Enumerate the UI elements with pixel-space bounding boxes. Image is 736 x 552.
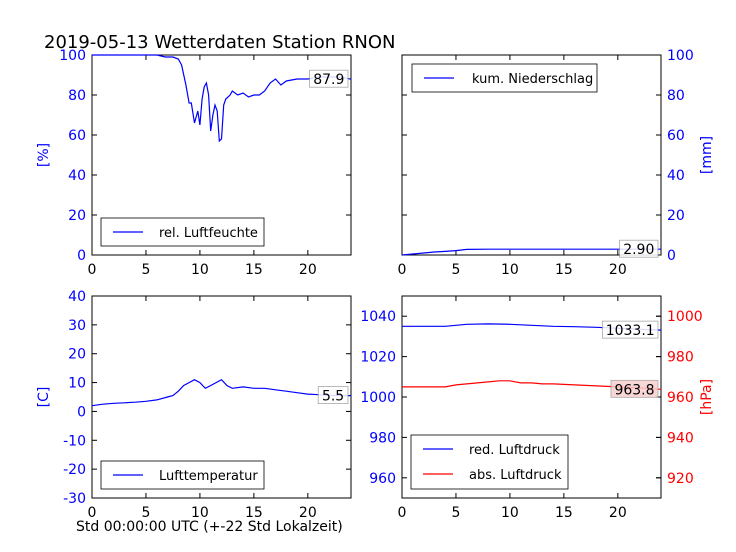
y-axis-label-pressure: [hPa] <box>699 379 715 415</box>
y-tick-label-pressure: 980 <box>369 430 396 446</box>
x-tick-label-humidity: 0 <box>88 262 97 278</box>
y-right-tick-label-pressure: 920 <box>667 471 694 487</box>
series-line-humidity-0 <box>92 54 352 143</box>
y-tick-label-precipitation: 80 <box>667 88 685 104</box>
x-tick-label-humidity: 20 <box>299 262 317 278</box>
axes-frame-temperature <box>91 295 352 499</box>
annotation-box-temperature-0 <box>317 386 349 404</box>
series-line-pressure-1 <box>402 380 662 390</box>
x-tick-label-precipitation: 15 <box>555 262 573 278</box>
y-tick-label-temperature: 20 <box>68 347 86 363</box>
annotation-text-pressure-0: 1033.1 <box>606 323 655 339</box>
x-tick-label-pressure: 10 <box>501 505 519 521</box>
x-tick-label-temperature: 15 <box>245 505 263 521</box>
annotation-text-pressure-1: 963.8 <box>614 382 654 398</box>
y-tick-label-temperature: -20 <box>63 462 86 478</box>
legend-box-pressure <box>410 434 569 490</box>
legend-label-temperature-0: Lufttemperatur <box>159 469 258 484</box>
panel-pressure: 0 5 10 15 20 960 980 1000 1020 1040 920 940 960 980 10… <box>360 295 715 521</box>
y-tick-label-humidity: 60 <box>68 128 86 144</box>
axes-frame-precipitation <box>401 54 662 256</box>
annotation-box-pressure-1 <box>610 379 659 398</box>
x-tick-label-pressure: 5 <box>451 505 460 521</box>
y-right-tick-label-pressure: 960 <box>667 390 694 406</box>
y-tick-label-precipitation: 100 <box>667 48 694 64</box>
x-tick-label-humidity: 5 <box>141 262 150 278</box>
y-tick-label-precipitation: 0 <box>667 248 676 264</box>
x-tick-label-precipitation: 20 <box>609 262 627 278</box>
series-line-precipitation-0 <box>401 248 661 256</box>
y-tick-label-temperature: -30 <box>63 491 86 507</box>
x-tick-label-temperature: 10 <box>191 505 209 521</box>
x-tick-label-temperature: 5 <box>141 505 150 521</box>
legend-label-pressure-0: red. Luftdruck <box>469 443 560 458</box>
y-tick-label-pressure: 960 <box>369 471 396 487</box>
x-tick-label-pressure: 15 <box>555 505 573 521</box>
y-tick-label-temperature: 0 <box>77 404 86 420</box>
x-tick-label-temperature: 20 <box>299 505 317 521</box>
x-tick-label-precipitation: 5 <box>451 262 460 278</box>
y-right-tick-label-pressure: 1000 <box>667 309 703 325</box>
y-tick-label-precipitation: 40 <box>667 168 685 184</box>
x-tick-label-temperature: 0 <box>88 505 97 521</box>
annotation-box-pressure-0 <box>602 320 659 339</box>
y-tick-label-temperature: 10 <box>68 376 86 392</box>
y-tick-label-temperature: 30 <box>68 318 86 334</box>
panel-humidity: 0 5 10 15 20 0 20 40 60 80 100 [%] 87.9 rel. Luftfeuc… <box>36 48 352 278</box>
y-tick-label-humidity: 80 <box>68 88 86 104</box>
legend-label-humidity-0: rel. Luftfeuchte <box>159 226 258 241</box>
y-tick-label-humidity: 0 <box>77 248 86 264</box>
annotation-text-humidity-0: 87.9 <box>313 72 344 88</box>
y-axis-label-humidity: [%] <box>36 143 52 167</box>
x-tick-label-humidity: 15 <box>245 262 263 278</box>
y-tick-label-humidity: 40 <box>68 168 86 184</box>
y-tick-label-temperature: 40 <box>68 289 86 305</box>
x-axis-label: Std 00:00:00 UTC (+-22 Std Lokalzeit) <box>76 519 343 535</box>
panel-precipitation: 0 5 10 15 20 0 20 40 60 80 100 [mm] 2.90 kum. Nieders… <box>398 48 715 278</box>
y-tick-label-humidity: 20 <box>68 208 86 224</box>
y-axis-label-precipitation: [mm] <box>699 136 715 174</box>
y-tick-label-temperature: -10 <box>63 433 86 449</box>
y-axis-label-temperature: [C] <box>36 387 52 408</box>
y-tick-label-pressure: 1040 <box>360 309 396 325</box>
figure-title: 2019-05-13 Wetterdaten Station RNON <box>44 32 395 53</box>
x-tick-label-pressure: 20 <box>609 505 627 521</box>
y-tick-label-pressure: 1020 <box>360 350 396 366</box>
x-tick-label-humidity: 10 <box>191 262 209 278</box>
legend-label-pressure-1: abs. Luftdruck <box>469 468 562 483</box>
legend-label-precipitation-0: kum. Niederschlag <box>472 72 593 87</box>
y-right-tick-label-pressure: 940 <box>667 430 694 446</box>
panel-temperature: 0 5 10 15 20 -30 -20 -10 0 10 20 30 40 [C] 5.5 Lufttemp… <box>36 289 352 521</box>
annotation-text-temperature-0: 5.5 <box>322 389 344 405</box>
x-tick-label-precipitation: 10 <box>501 262 519 278</box>
series-line-temperature-0 <box>91 378 351 407</box>
y-tick-label-pressure: 1000 <box>360 390 396 406</box>
x-tick-label-precipitation: 0 <box>398 262 407 278</box>
axes-frame-humidity <box>91 54 352 256</box>
annotation-box-humidity-0 <box>309 69 349 88</box>
annotation-box-precipitation-0 <box>619 239 659 258</box>
y-right-tick-label-pressure: 980 <box>667 350 694 366</box>
y-tick-label-precipitation: 60 <box>667 128 685 144</box>
x-tick-label-pressure: 0 <box>398 505 407 521</box>
annotation-text-precipitation-0: 2.90 <box>623 242 654 258</box>
y-tick-label-precipitation: 20 <box>667 208 685 224</box>
y-tick-label-humidity: 100 <box>59 48 86 64</box>
